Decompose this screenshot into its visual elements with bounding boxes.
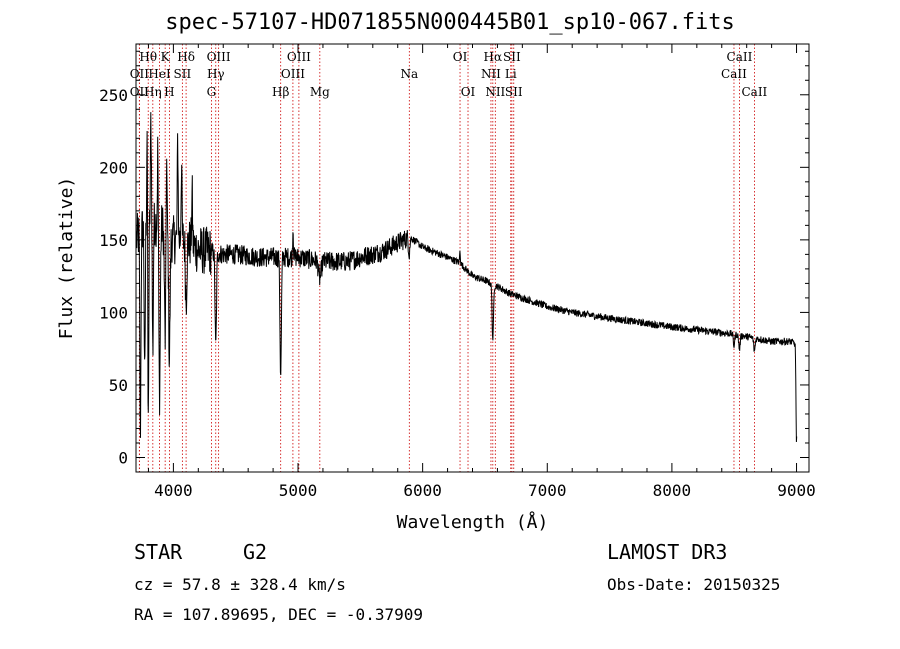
line-label: OIII [281,67,305,81]
line-label: G [207,85,217,99]
line-label: CaII [727,50,753,64]
x-tick-label: 9000 [777,481,816,500]
line-label: OII [130,67,150,81]
x-tick-label: 7000 [528,481,567,500]
line-label: Hδ [177,50,195,64]
x-tick-label: 8000 [653,481,692,500]
line-label: OI [461,85,476,99]
obs-date-text: Obs-Date: 20150325 [607,575,781,594]
spectrum-line [136,112,798,443]
axis-ticks: 4000 5000 6000 7000 8000 9000 0 50 100 150 200 250 [99,44,816,500]
line-label: H [164,85,174,99]
spectrum-series [136,112,798,443]
chart-title: spec-57107-HD071855N000445B01_sp10-067.f… [165,10,735,35]
line-label: NII [481,67,501,81]
y-tick-label: 0 [118,448,128,467]
y-tick-label: 50 [109,376,128,395]
line-label: NII [485,85,505,99]
y-tick-label: 250 [99,86,128,105]
line-label: Hη [144,85,162,99]
x-axis-label: Wavelength (Å) [397,511,549,533]
redshift-text: cz = 57.8 ± 328.4 km/s [134,575,346,594]
line-label: Hγ [207,67,225,81]
line-label: SII [503,50,521,64]
y-tick-label: 150 [99,231,128,250]
line-label: Hθ [139,50,157,64]
line-label: OII [130,85,150,99]
line-label: OIII [287,50,311,64]
line-label: CaII [741,85,767,99]
coordinates-text: RA = 107.89695, DEC = -0.37909 [134,605,423,624]
line-label: SII [505,85,523,99]
survey-name: LAMOST DR3 [607,540,728,564]
line-label: HeI [148,67,171,81]
line-label: OIII [207,50,231,64]
line-label: Hα [484,50,503,64]
y-axis-label: Flux (relative) [56,177,77,340]
line-label: Hβ [272,85,289,99]
object-subclass: G2 [243,540,268,564]
x-tick-label: 6000 [403,481,442,500]
plot-frame [135,43,810,473]
line-label: SII [174,67,192,81]
line-label: K [161,50,171,64]
x-tick-label: 5000 [279,481,318,500]
line-label: CaII [721,67,747,81]
y-tick-label: 100 [99,303,128,322]
line-label: Li [505,67,517,81]
y-tick-label: 200 [99,158,128,177]
line-label: Mg [310,85,330,99]
x-tick-label: 4000 [154,481,193,500]
line-label: OI [453,50,468,64]
line-labels: OIIHθOIIHηHeIKHSIIHδGHγOIIIHβOIIIOIIIMgN… [130,50,768,99]
line-label: Na [400,67,418,81]
object-class: STAR [134,540,183,564]
